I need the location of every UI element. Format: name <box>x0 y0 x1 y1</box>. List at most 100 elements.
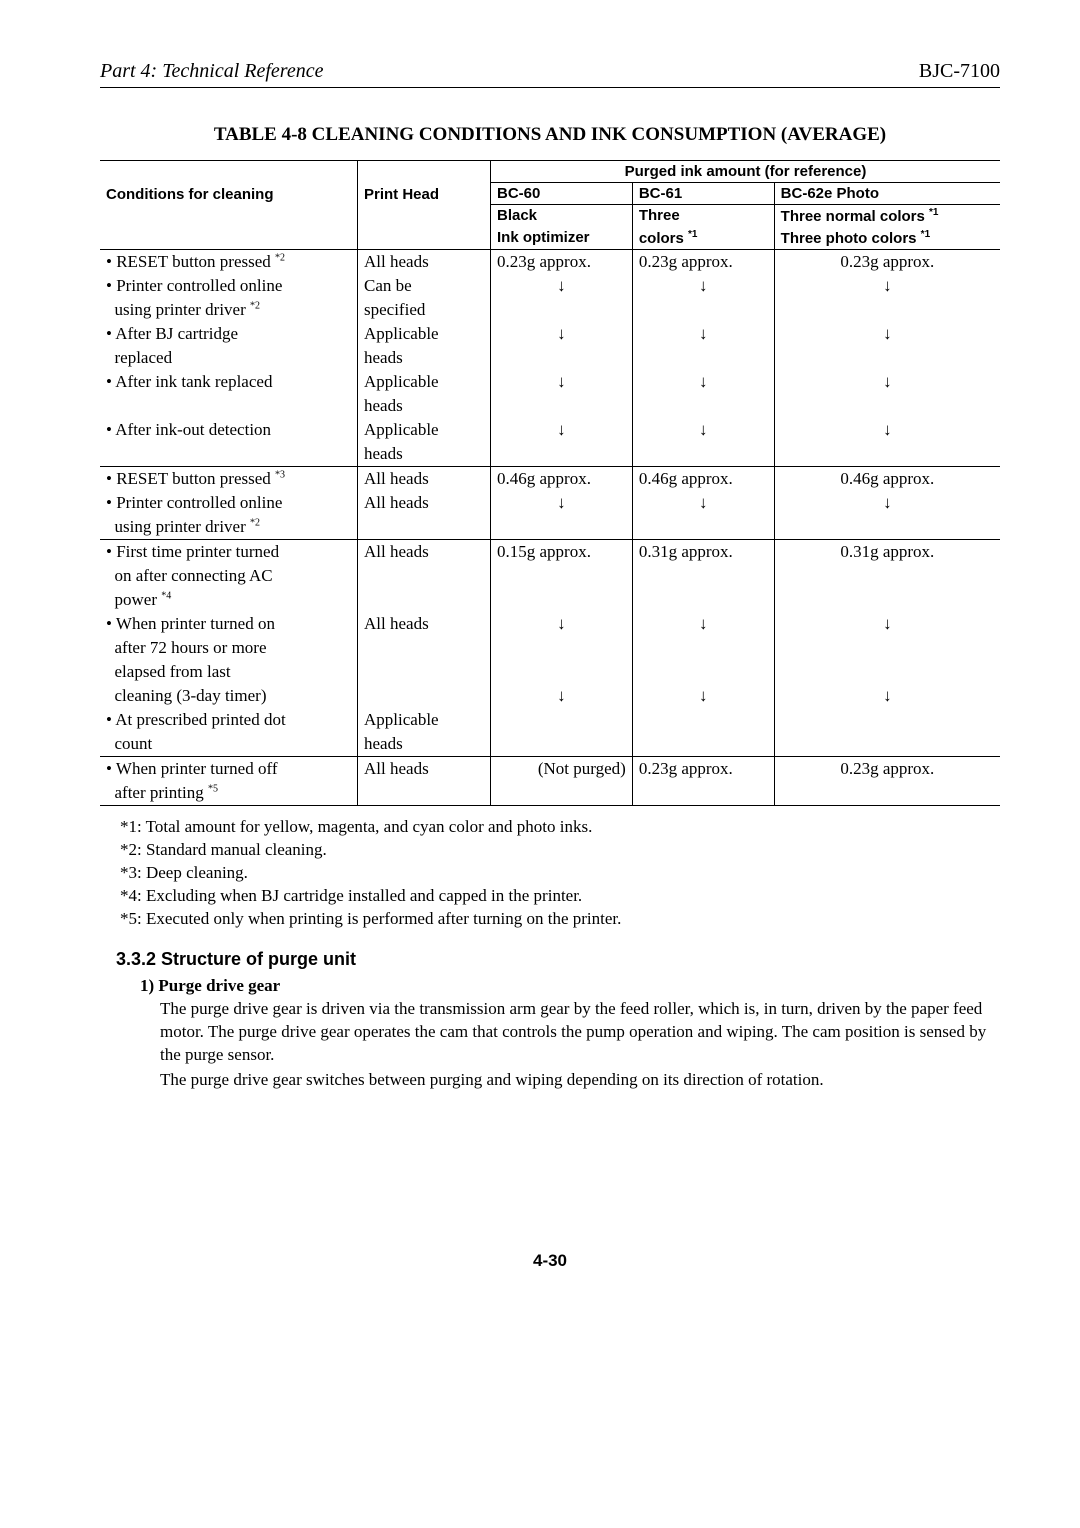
section-heading: 3.3.2 Structure of purge unit <box>116 949 1000 970</box>
page-header: Part 4: Technical Reference BJC-7100 <box>100 60 1000 88</box>
g4r1-v3: 0.23g approx. <box>840 759 934 778</box>
g1r5-h: heads <box>364 348 403 367</box>
g1r1-sup: *2 <box>275 252 285 263</box>
th-bc62e: BC-62e Photo <box>781 185 879 202</box>
g3r1-h: All heads <box>364 542 429 561</box>
g1r4-a2: ↓ <box>699 324 708 343</box>
g1r8-a3: ↓ <box>883 420 892 439</box>
g1r6-a2: ↓ <box>699 372 708 391</box>
g2r2-a3: ↓ <box>883 493 892 512</box>
g1r8-a2: ↓ <box>699 420 708 439</box>
g2r3-c: using printer driver <box>106 517 250 536</box>
g1r4-c: • After BJ cartridge <box>106 324 238 343</box>
g2r2-a2: ↓ <box>699 493 708 512</box>
table-title: TABLE 4-8 CLEANING CONDITIONS AND INK CO… <box>100 124 1000 146</box>
g3r4-a2: ↓ <box>699 614 708 633</box>
g4r1-h: All heads <box>364 759 429 778</box>
g3r3-c: power <box>106 590 161 609</box>
sup-star1a: *1 <box>929 207 938 218</box>
body-para-2: The purge drive gear switches between pu… <box>160 1069 990 1092</box>
note-3: *3: Deep cleaning. <box>120 862 1000 885</box>
note-1: *1: Total amount for yellow, magenta, an… <box>120 816 1000 839</box>
sup-star1c: *1 <box>921 229 930 240</box>
g3r7-a1: ↓ <box>557 686 566 705</box>
g1r1-c: • RESET button pressed <box>106 252 275 271</box>
g2r2-a1: ↓ <box>557 493 566 512</box>
g2r3-sup: *2 <box>250 517 260 528</box>
th-print-head: Print Head <box>364 186 439 203</box>
g3r1-v2: 0.31g approx. <box>639 542 733 561</box>
g1r2-c: • Printer controlled online <box>106 276 282 295</box>
table-notes: *1: Total amount for yellow, magenta, an… <box>120 816 1000 931</box>
th-colors: colors <box>639 230 688 247</box>
g3r7-c: cleaning (3-day timer) <box>106 686 267 705</box>
th-purged: Purged ink amount (for reference) <box>625 163 867 180</box>
g1r6-a3: ↓ <box>883 372 892 391</box>
g1r1-v1: 0.23g approx. <box>497 252 591 271</box>
sub-heading: 1) Purge drive gear <box>140 976 1000 996</box>
g1r6-h: Applicable <box>364 372 439 391</box>
header-right: BJC-7100 <box>919 60 1000 83</box>
cleaning-table: Conditions for cleaning Print Head Purge… <box>100 160 1000 806</box>
g1r6-c: • After ink tank replaced <box>106 372 272 391</box>
g1r3-sup: *2 <box>250 300 260 311</box>
g1r8-a1: ↓ <box>557 420 566 439</box>
g2r1-sup: *3 <box>275 469 285 480</box>
body-para-1: The purge drive gear is driven via the t… <box>160 998 990 1067</box>
g1r9-h: heads <box>364 444 403 463</box>
g3r7-a3: ↓ <box>883 686 892 705</box>
g3r4-a3: ↓ <box>883 614 892 633</box>
g1r8-h: Applicable <box>364 420 439 439</box>
g2r1-v1: 0.46g approx. <box>497 469 591 488</box>
g4r1-v2: 0.23g approx. <box>639 759 733 778</box>
note-2: *2: Standard manual cleaning. <box>120 839 1000 862</box>
g2r1-h: All heads <box>364 469 429 488</box>
th-photo: Three photo colors <box>781 230 921 247</box>
g4r2-c: after printing <box>106 783 208 802</box>
g3r9-h: heads <box>364 734 403 753</box>
g1r4-a1: ↓ <box>557 324 566 343</box>
g3r1-c: • First time printer turned <box>106 542 279 561</box>
g1r1-h: All heads <box>364 252 429 271</box>
g1r2-h: Can be <box>364 276 412 295</box>
th-bc61: BC-61 <box>639 185 682 202</box>
g1r6-a1: ↓ <box>557 372 566 391</box>
th-three: Three <box>639 207 680 224</box>
g1r1-v3: 0.23g approx. <box>840 252 934 271</box>
g3r9-c: count <box>106 734 152 753</box>
g2r2-c: • Printer controlled online <box>106 493 282 512</box>
g1r3-c: using printer driver <box>106 300 250 319</box>
th-bc60: BC-60 <box>497 185 540 202</box>
g3r8-c: • At prescribed printed dot <box>106 710 286 729</box>
g3r1-v1: 0.15g approx. <box>497 542 591 561</box>
g1r7-h: heads <box>364 396 403 415</box>
page-number: 4-30 <box>100 1251 1000 1271</box>
g2r1-v3: 0.46g approx. <box>840 469 934 488</box>
g1r2-a2: ↓ <box>699 276 708 295</box>
g2r1-c: • RESET button pressed <box>106 469 275 488</box>
g3r7-a2: ↓ <box>699 686 708 705</box>
g4r1-c: • When printer turned off <box>106 759 278 778</box>
g3r6-c: elapsed from last <box>106 662 231 681</box>
g1r3-h: specified <box>364 300 425 319</box>
g3r1-v3: 0.31g approx. <box>840 542 934 561</box>
g3r4-a1: ↓ <box>557 614 566 633</box>
note-5: *5: Executed only when printing is perfo… <box>120 908 1000 931</box>
g3r5-c: after 72 hours or more <box>106 638 267 657</box>
g2r1-v2: 0.46g approx. <box>639 469 733 488</box>
th-black: Black <box>497 207 537 224</box>
g4r2-sup: *5 <box>208 783 218 794</box>
note-4: *4: Excluding when BJ cartridge installe… <box>120 885 1000 908</box>
g1r2-a3: ↓ <box>883 276 892 295</box>
g1r5-c: replaced <box>106 348 172 367</box>
header-left: Part 4: Technical Reference <box>100 60 323 83</box>
g1r2-a1: ↓ <box>557 276 566 295</box>
g1r8-c: • After ink-out detection <box>106 420 271 439</box>
sup-star1b: *1 <box>688 229 697 240</box>
g1r4-a3: ↓ <box>883 324 892 343</box>
g3r4-c: • When printer turned on <box>106 614 275 633</box>
g1r1-v2: 0.23g approx. <box>639 252 733 271</box>
g2r2-h: All heads <box>364 493 429 512</box>
g3r2-c: on after connecting AC <box>106 566 273 585</box>
g3r3-sup: *4 <box>161 590 171 601</box>
